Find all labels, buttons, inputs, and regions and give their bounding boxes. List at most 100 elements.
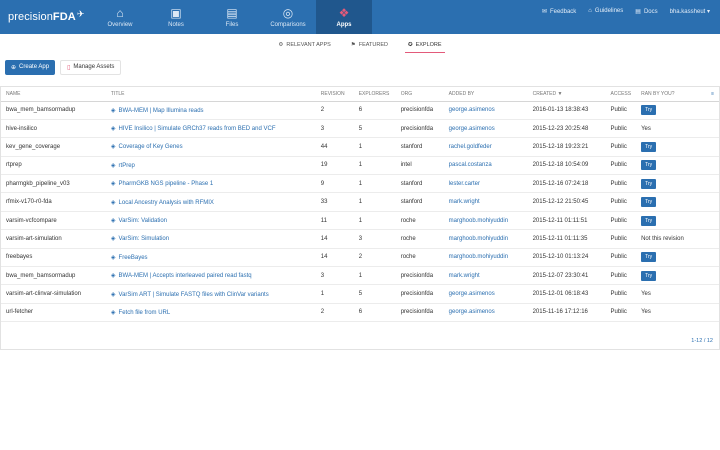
app-title-link[interactable]: BWA-MEM | Map Illumina reads: [118, 107, 204, 114]
column-header[interactable]: REVISION: [315, 87, 354, 102]
user-menu[interactable]: bha.kassheut ▾: [669, 8, 710, 15]
table-row: bwa_mem_bamsormadup ◈ BWA-MEM | Accepts in…: [1, 266, 719, 286]
top-navbar: precisionFDA ✈ ⌂ Overview ▣ Notes ▤ Files ◎ Com…: [0, 0, 720, 34]
cell-title[interactable]: ◈ HIVE Insilico | Simulate GRCh37 reads f…: [105, 119, 316, 139]
cell-name: varsim-vcfcompare: [1, 211, 106, 231]
cell-explorers: 5: [353, 119, 396, 139]
app-title-link[interactable]: BWA-MEM | Accepts interleaved paired rea…: [118, 273, 252, 280]
cell-title[interactable]: ◈ Local Ancestry Analysis with RFMIX: [105, 192, 316, 212]
try-button[interactable]: Try: [641, 270, 657, 281]
app-title-link[interactable]: VarSim ART | Simulate FASTQ files with C…: [118, 291, 269, 298]
nav-notes[interactable]: ▣ Notes: [148, 0, 204, 34]
cell-title[interactable]: ◈ FreeBayes: [105, 248, 316, 268]
bank-icon: ⌂: [588, 8, 592, 14]
cell-added-by[interactable]: george.asimenos: [443, 284, 528, 304]
tab-explore[interactable]: ✪ EXPLORE: [404, 38, 445, 53]
cell-title[interactable]: ◈ BWA-MEM | Map Illumina reads: [105, 101, 316, 120]
apps-table-panel: NAME TITLE REVISION EXPLORERS ORG ADDED BY CRE…: [0, 86, 720, 350]
cell-name: bwa_mem_bamsormadup: [1, 266, 106, 286]
cell-created: 2015-12-11 01:11:35: [527, 229, 606, 249]
cell-added-by[interactable]: marghoob.mohiyuddin: [443, 211, 528, 231]
table-row: rfmix-v170-r0-fda ◈ Local Ancestry Analysi…: [1, 192, 719, 212]
cell-created: 2015-12-12 21:50:45: [527, 192, 606, 212]
cell-revision: 2: [315, 101, 354, 120]
column-header[interactable]: ADDED BY: [443, 87, 528, 102]
cell-revision: 14: [315, 248, 354, 268]
cell-ran: Try: [636, 266, 707, 286]
docs-link[interactable]: ▤ Docs: [635, 8, 658, 15]
cell-name: freebayes: [1, 248, 106, 268]
column-header[interactable]: EXPLORERS: [353, 87, 396, 102]
column-header[interactable]: CREATED ▼: [527, 87, 606, 102]
cell-title[interactable]: ◈ VarSim: Validation: [105, 211, 316, 231]
manage-assets-button[interactable]: ▯ Manage Assets: [60, 59, 122, 75]
note-icon: ▣: [170, 6, 182, 20]
app-title-link[interactable]: rtPrep: [118, 162, 135, 169]
cell-title[interactable]: ◈ BWA-MEM | Accepts interleaved paired re…: [105, 266, 316, 286]
app-title-link[interactable]: Local Ancestry Analysis with RFMIX: [118, 199, 214, 206]
try-button[interactable]: Try: [641, 105, 657, 116]
app-title-link[interactable]: PharmGKB NGS pipeline - Phase 1: [118, 181, 214, 188]
cell-explorers: 1: [353, 211, 396, 231]
try-button[interactable]: Try: [641, 141, 657, 152]
tab-featured[interactable]: ⚑ FEATURED: [350, 42, 388, 48]
apps-table: NAME TITLE REVISION EXPLORERS ORG ADDED BY CRE…: [1, 87, 719, 323]
cell-spacer: [706, 303, 719, 323]
table-header-row: NAME TITLE REVISION EXPLORERS ORG ADDED BY CRE…: [1, 87, 719, 102]
try-button[interactable]: Try: [641, 178, 657, 189]
cell-added-by[interactable]: mark.wright: [443, 266, 528, 286]
cell-explorers: 1: [353, 174, 396, 194]
cell-added-by[interactable]: george.asimenos: [443, 101, 528, 120]
cell-title[interactable]: ◈ Fetch file from URL: [105, 303, 316, 323]
create-app-button[interactable]: ⊕ Create App: [5, 59, 56, 75]
cell-added-by[interactable]: pascal.costanza: [443, 156, 528, 176]
cell-title[interactable]: ◈ Coverage of Key Genes: [105, 137, 316, 157]
nav-comparisons[interactable]: ◎ Comparisons: [260, 0, 316, 34]
app-title-link[interactable]: HIVE Insilico | Simulate GRCh37 reads fr…: [118, 126, 276, 133]
cell-access: Public: [605, 101, 637, 120]
table-row: varsim-art-simulation ◈ VarSim: Simulation…: [1, 229, 719, 249]
cell-title[interactable]: ◈ VarSim ART | Simulate FASTQ files with …: [105, 284, 316, 304]
cell-added-by[interactable]: rachel.goldfeder: [443, 137, 528, 157]
cell-added-by[interactable]: marghoob.mohiyuddin: [443, 248, 528, 268]
table-row: varsim-art-clinvar-simulation ◈ VarSim ART…: [1, 284, 719, 304]
try-button[interactable]: Try: [641, 197, 657, 208]
column-header[interactable]: ACCESS: [605, 87, 637, 102]
table-row: kev_gene_coverage ◈ Coverage of Key Genes 4…: [1, 137, 719, 157]
app-icon: ◈: [110, 218, 116, 225]
nav-apps[interactable]: ❖ Apps: [316, 0, 372, 34]
app-title-link[interactable]: FreeBayes: [118, 254, 148, 261]
guidelines-link[interactable]: ⌂ Guidelines: [588, 8, 624, 14]
column-header[interactable]: RAN BY YOU?: [636, 87, 707, 102]
nav-label: Comparisons: [270, 21, 306, 28]
column-header[interactable]: NAME: [1, 87, 106, 102]
cell-added-by[interactable]: george.asimenos: [443, 119, 528, 139]
cell-title[interactable]: ◈ PharmGKB NGS pipeline - Phase 1: [105, 174, 316, 194]
nav-overview[interactable]: ⌂ Overview: [92, 0, 148, 34]
feedback-link[interactable]: ✉ Feedback: [541, 8, 577, 15]
tab-relevant-apps[interactable]: ⚙ RELEVANT APPS: [278, 42, 331, 48]
cell-added-by[interactable]: george.asimenos: [443, 303, 528, 323]
cell-added-by[interactable]: lester.carter: [443, 174, 528, 194]
app-title-link[interactable]: Fetch file from URL: [118, 309, 171, 316]
app-title-link[interactable]: Coverage of Key Genes: [118, 144, 183, 151]
cell-added-by[interactable]: mark.wright: [443, 192, 528, 212]
try-button[interactable]: Try: [641, 252, 657, 263]
cell-title[interactable]: ◈ VarSim: Simulation: [105, 229, 316, 249]
table-body: bwa_mem_bamsormadup ◈ BWA-MEM | Map Illumi…: [1, 101, 719, 323]
cell-name: kev_gene_coverage: [1, 137, 106, 157]
cell-added-by[interactable]: marghoob.mohiyuddin: [443, 229, 528, 249]
brand-logo[interactable]: precisionFDA ✈: [0, 0, 88, 34]
column-header[interactable]: TITLE: [105, 87, 316, 102]
try-button[interactable]: Try: [641, 160, 657, 171]
nav-files[interactable]: ▤ Files: [204, 0, 260, 34]
try-button[interactable]: Try: [641, 215, 657, 226]
cell-title[interactable]: ◈ rtPrep: [105, 156, 316, 176]
cell-org: roche: [395, 248, 444, 268]
app-title-link[interactable]: VarSim: Validation: [118, 218, 167, 225]
app-icon: ◈: [110, 273, 116, 280]
cell-org: precisionfda: [395, 284, 444, 304]
app-title-link[interactable]: VarSim: Simulation: [118, 236, 170, 243]
column-header[interactable]: ORG: [395, 87, 444, 102]
column-menu-icon[interactable]: ≡: [706, 87, 719, 102]
